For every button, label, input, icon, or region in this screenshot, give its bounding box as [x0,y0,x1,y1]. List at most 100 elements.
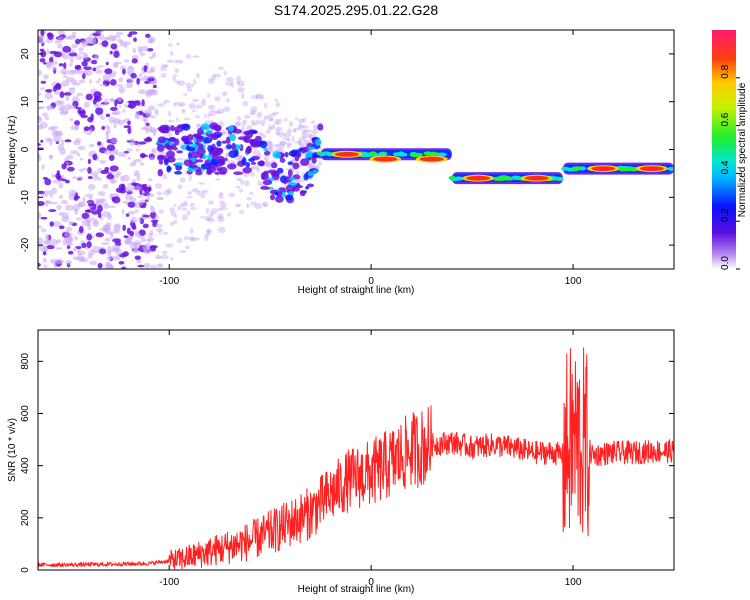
noise-point [154,263,163,269]
noise-point [126,78,135,81]
colorbar: 0.0 0.2 0.4 0.6 0.8 Normalized spectral ampl… [712,30,748,270]
track-blob [175,162,184,166]
noise-point [238,188,244,193]
noise-point [66,166,75,172]
noise-point [44,116,50,120]
noise-point [217,66,224,70]
noise-point [207,93,211,98]
noise-point [138,235,146,239]
noise-point [123,59,130,63]
noise-point [134,209,139,213]
noise-point [97,204,103,213]
colorbar-gradient [712,30,736,269]
noise-point [105,113,111,118]
noise-point [236,81,241,85]
noise-point [257,180,263,186]
noise-point [99,248,107,255]
noise-point [303,129,312,133]
noise-point [279,141,287,145]
noise-point [109,150,119,155]
noise-point [58,194,64,200]
noise-point [156,191,163,196]
noise-point [170,211,177,216]
track-blob [312,169,319,174]
noise-point [302,130,307,135]
bottom-y-axis: 0 200 400 600 800 [20,353,674,573]
noise-point [48,141,53,146]
noise-point [262,201,269,208]
noise-point [45,88,53,93]
noise-point [192,98,199,103]
noise-point [56,204,62,211]
noise-point [87,183,96,191]
noise-point [42,74,49,80]
noise-point [220,207,228,210]
noise-point [89,128,93,134]
noise-point [256,111,263,119]
noise-point [93,218,98,224]
noise-point [297,118,305,124]
noise-point [39,244,48,252]
track-blob [287,161,293,166]
noise-point [62,53,71,60]
track-blob [168,141,174,146]
track-blob [207,145,214,153]
track-blob [272,151,282,159]
track-blob [298,147,304,152]
colorbar-label: Normalized spectral amplitude [737,82,748,217]
noise-point [262,203,268,207]
noise-point [263,116,267,121]
track-blob [199,153,204,158]
noise-point [127,201,136,208]
noise-point [54,100,63,107]
noise-point [284,132,292,138]
noise-point [310,120,316,124]
noise-point [208,200,215,205]
noise-point [177,80,185,87]
noise-point [78,47,84,52]
track-blob [184,141,194,145]
noise-point [57,30,66,36]
noise-point [251,165,260,171]
noise-point [61,178,67,182]
noise-point [94,54,100,61]
noise-point [147,89,157,94]
noise-point [240,126,246,132]
noise-point [49,238,59,247]
noise-point [109,98,116,103]
hot-spot [373,156,398,162]
noise-point [85,217,93,223]
noise-point [105,132,109,141]
noise-point [274,144,279,147]
noise-point [44,92,53,100]
noise-point [44,200,53,204]
noise-point [276,119,283,122]
noise-point [38,116,43,123]
track-blob [183,159,193,167]
noise-point [308,132,312,138]
bottom-y-axis-label: SNR (10 * v/v) [7,418,18,482]
noise-point [245,203,250,209]
track-blob [234,145,242,149]
track-blob [225,144,233,150]
track-blob [164,125,169,134]
noise-point [127,156,131,160]
track-blob [166,165,172,173]
noise-point [259,95,264,100]
noise-point [80,40,89,48]
noise-point [53,135,62,143]
track-blob [165,150,176,159]
track-blob [299,190,306,197]
noise-point [142,223,149,229]
noise-point [98,177,102,181]
noise-point [179,177,186,183]
noise-point [154,108,159,114]
noise-point [162,173,168,180]
noise-point [111,244,121,251]
noise-point [39,58,46,63]
ridge-highlight [572,167,580,172]
noise-point [139,204,147,209]
noise-point [158,229,162,236]
noise-point [217,216,225,223]
noise-point [264,158,268,165]
